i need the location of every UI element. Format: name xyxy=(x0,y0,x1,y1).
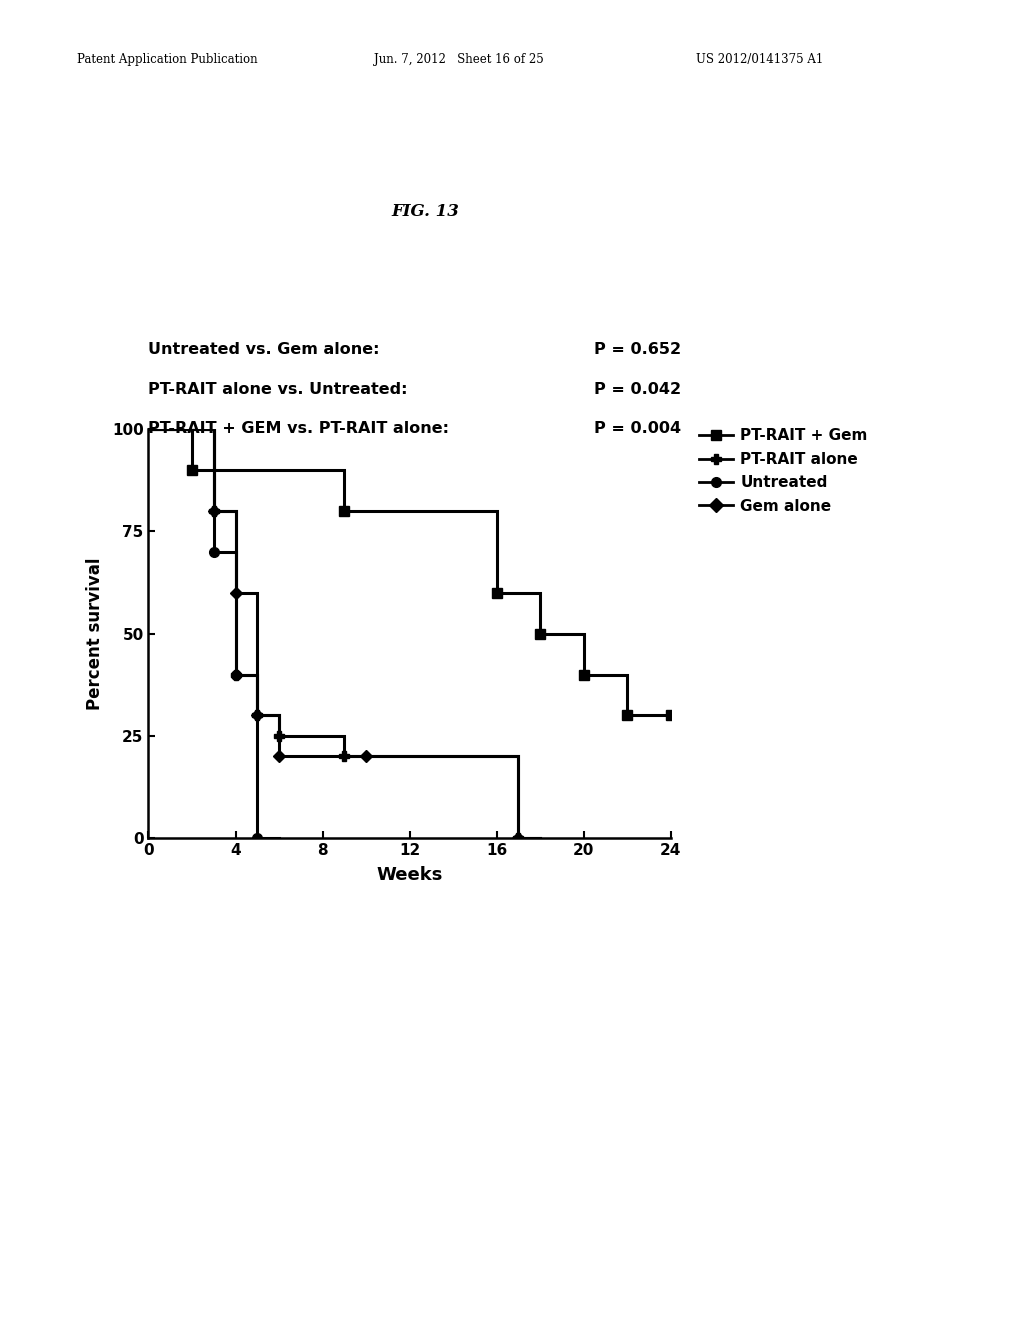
PT-RAIT + Gem xyxy=(621,708,633,723)
PT-RAIT alone xyxy=(512,830,524,846)
PT-RAIT + Gem xyxy=(535,626,547,642)
Text: FIG. 13: FIG. 13 xyxy=(391,203,459,219)
Y-axis label: Percent survival: Percent survival xyxy=(86,557,103,710)
Line: PT-RAIT + Gem: PT-RAIT + Gem xyxy=(187,465,676,721)
PT-RAIT alone xyxy=(229,667,242,682)
PT-RAIT + Gem xyxy=(665,708,677,723)
PT-RAIT alone xyxy=(251,708,263,723)
Untreated xyxy=(251,830,263,846)
Text: Untreated vs. Gem alone:: Untreated vs. Gem alone: xyxy=(148,342,380,358)
Text: US 2012/0141375 A1: US 2012/0141375 A1 xyxy=(696,53,823,66)
Gem alone xyxy=(359,748,372,764)
PT-RAIT + Gem xyxy=(338,503,350,519)
Gem alone xyxy=(272,748,285,764)
Gem alone xyxy=(512,830,524,846)
Untreated xyxy=(229,667,242,682)
Text: Jun. 7, 2012   Sheet 16 of 25: Jun. 7, 2012 Sheet 16 of 25 xyxy=(374,53,544,66)
Text: PT-RAIT alone vs. Untreated:: PT-RAIT alone vs. Untreated: xyxy=(148,381,408,397)
Line: PT-RAIT alone: PT-RAIT alone xyxy=(209,506,523,843)
PT-RAIT + Gem xyxy=(490,585,503,601)
Untreated xyxy=(208,544,220,560)
Legend: PT-RAIT + Gem, PT-RAIT alone, Untreated, Gem alone: PT-RAIT + Gem, PT-RAIT alone, Untreated,… xyxy=(699,429,868,513)
Text: P = 0.004: P = 0.004 xyxy=(594,421,681,437)
Line: Untreated: Untreated xyxy=(209,546,262,843)
PT-RAIT + Gem xyxy=(186,462,199,478)
Text: P = 0.652: P = 0.652 xyxy=(594,342,681,358)
PT-RAIT alone xyxy=(338,748,350,764)
Line: Gem alone: Gem alone xyxy=(210,507,522,842)
PT-RAIT alone xyxy=(208,503,220,519)
PT-RAIT alone xyxy=(272,729,285,744)
Gem alone xyxy=(251,708,263,723)
X-axis label: Weeks: Weeks xyxy=(377,866,442,884)
PT-RAIT + Gem xyxy=(578,667,590,682)
Text: PT-RAIT + GEM vs. PT-RAIT alone:: PT-RAIT + GEM vs. PT-RAIT alone: xyxy=(148,421,450,437)
Text: P = 0.042: P = 0.042 xyxy=(594,381,681,397)
Text: Patent Application Publication: Patent Application Publication xyxy=(77,53,257,66)
Gem alone xyxy=(229,585,242,601)
Gem alone xyxy=(208,503,220,519)
